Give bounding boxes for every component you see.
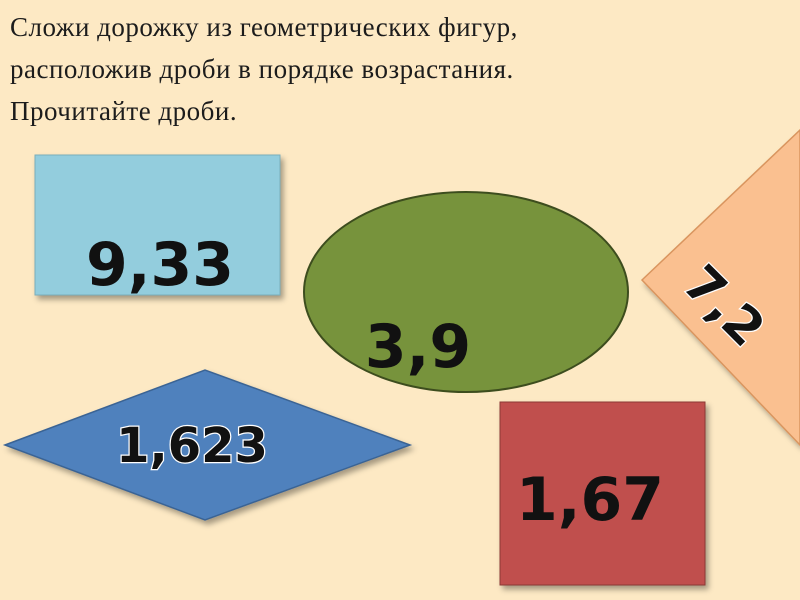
title-line: расположив дроби в порядке возрастания. bbox=[10, 54, 514, 84]
shape-label: 3,9 bbox=[365, 312, 471, 382]
triangle bbox=[640, 128, 800, 447]
rectangle bbox=[34, 154, 281, 296]
shape-label: 9,33 bbox=[86, 230, 234, 300]
title-line: Сложи дорожку из геометрических фигур, bbox=[10, 12, 518, 42]
ellipse bbox=[303, 191, 629, 393]
rhombus bbox=[2, 369, 413, 521]
square bbox=[499, 401, 706, 586]
shape-label: 1,623 bbox=[116, 418, 268, 474]
title-line: Прочитайте дроби. bbox=[10, 96, 237, 126]
shape-label: 1,67 bbox=[516, 465, 664, 535]
